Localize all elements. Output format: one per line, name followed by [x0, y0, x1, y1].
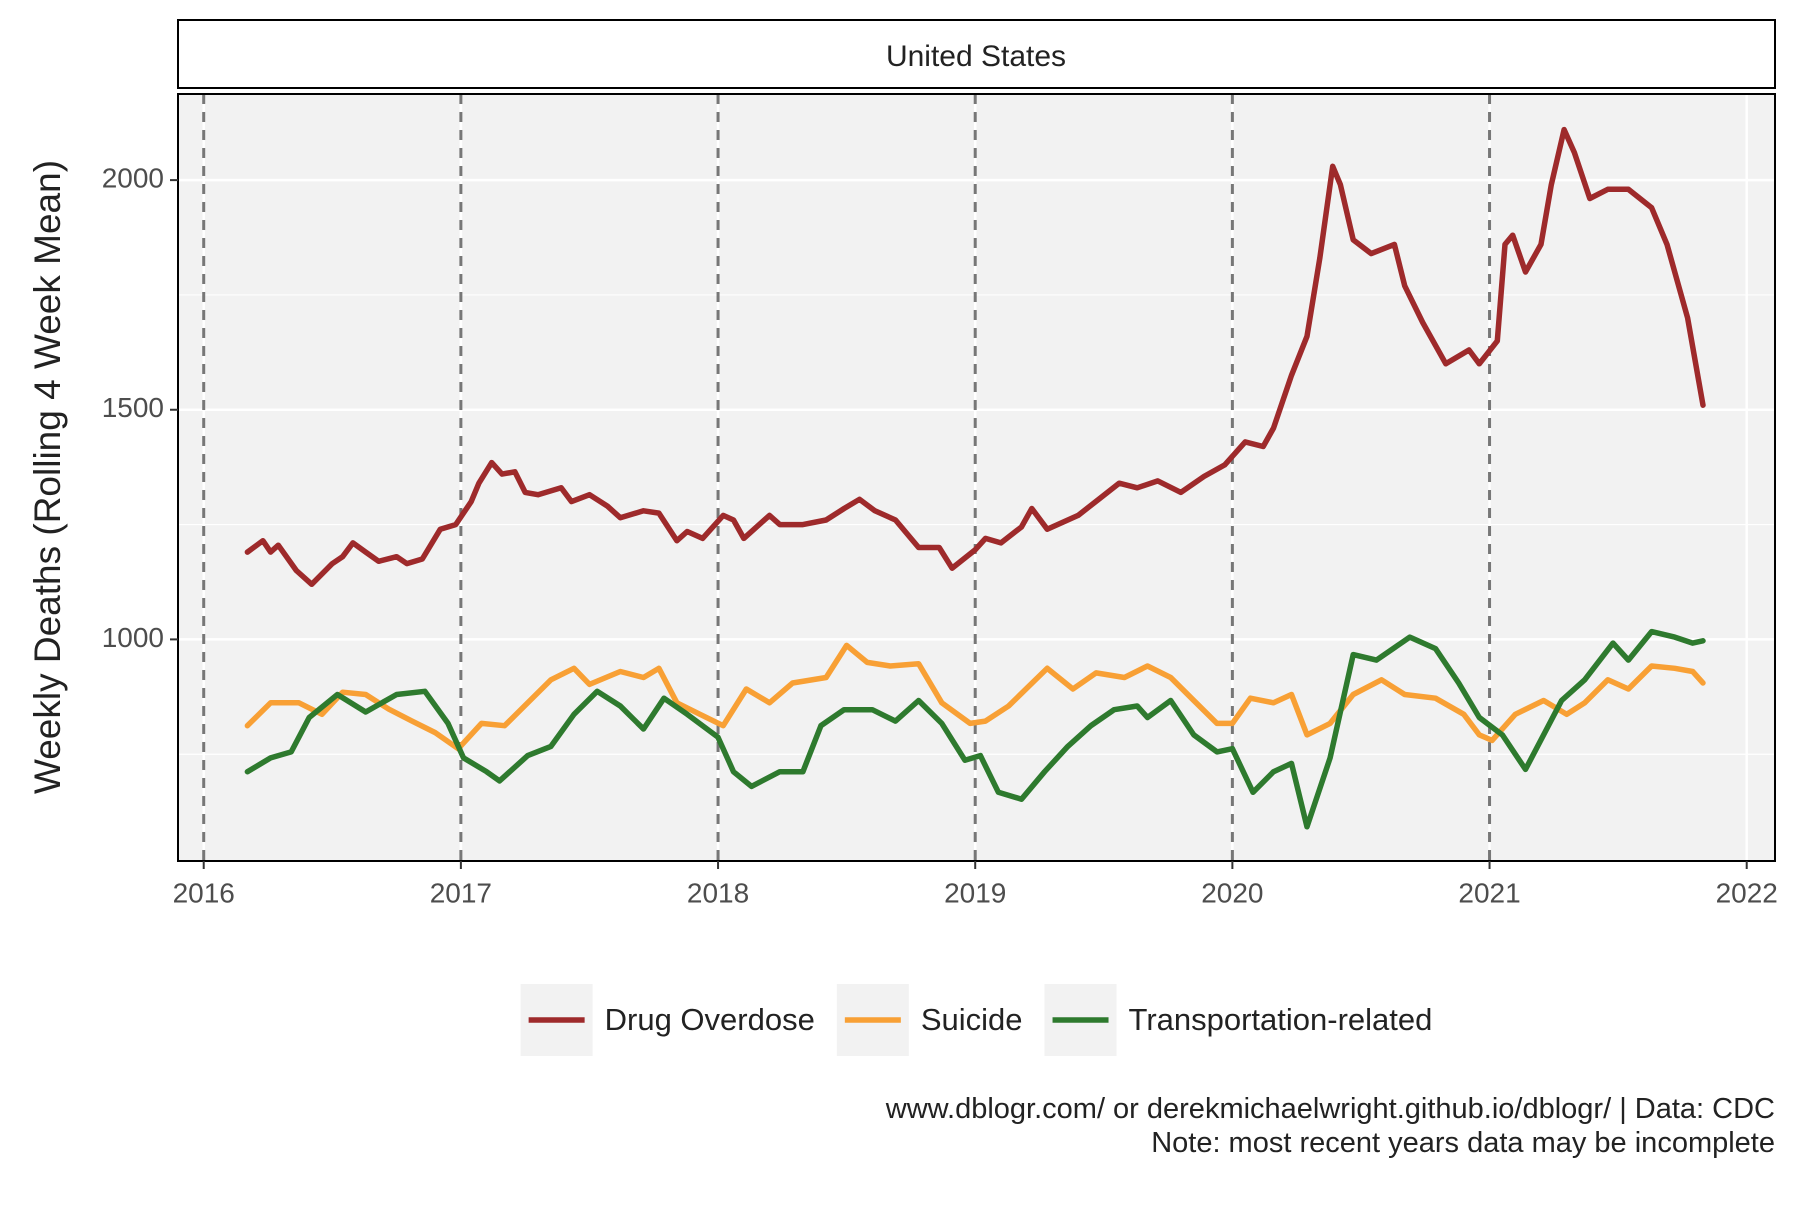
x-tick-label: 2018: [687, 877, 749, 908]
x-tick-label: 2021: [1458, 877, 1520, 908]
y-axis-title: Weekly Deaths (Rolling 4 Week Mean): [27, 160, 68, 794]
legend-label: Transportation-related: [1129, 1002, 1433, 1037]
y-tick-label: 2000: [102, 163, 164, 194]
x-tick-label: 2020: [1201, 877, 1263, 908]
data-line: [244, 628, 1706, 830]
legend-label: Drug Overdose: [605, 1002, 815, 1037]
facet-label: United States: [886, 40, 1066, 73]
y-tick-label: 1500: [102, 392, 164, 423]
x-tick-label: 2019: [944, 877, 1006, 908]
panel-border: [177, 93, 1776, 862]
x-tick-label: 2022: [1716, 877, 1778, 908]
y-tick-label: 1000: [102, 622, 164, 653]
x-tick-label: 2017: [430, 877, 492, 908]
data-line: [244, 642, 1706, 752]
x-tick-label: 2016: [173, 877, 235, 908]
legend-label: Suicide: [921, 1002, 1023, 1037]
caption: Note: most recent years data may be inco…: [1151, 1127, 1775, 1159]
facet-strip: [177, 19, 1776, 89]
legend: Drug Overdose Suicide Transportation-relat…: [520, 984, 1433, 1056]
data-line: [244, 126, 1706, 588]
caption: www.dblogr.com/ or derekmichaelwright.gi…: [885, 1093, 1775, 1125]
